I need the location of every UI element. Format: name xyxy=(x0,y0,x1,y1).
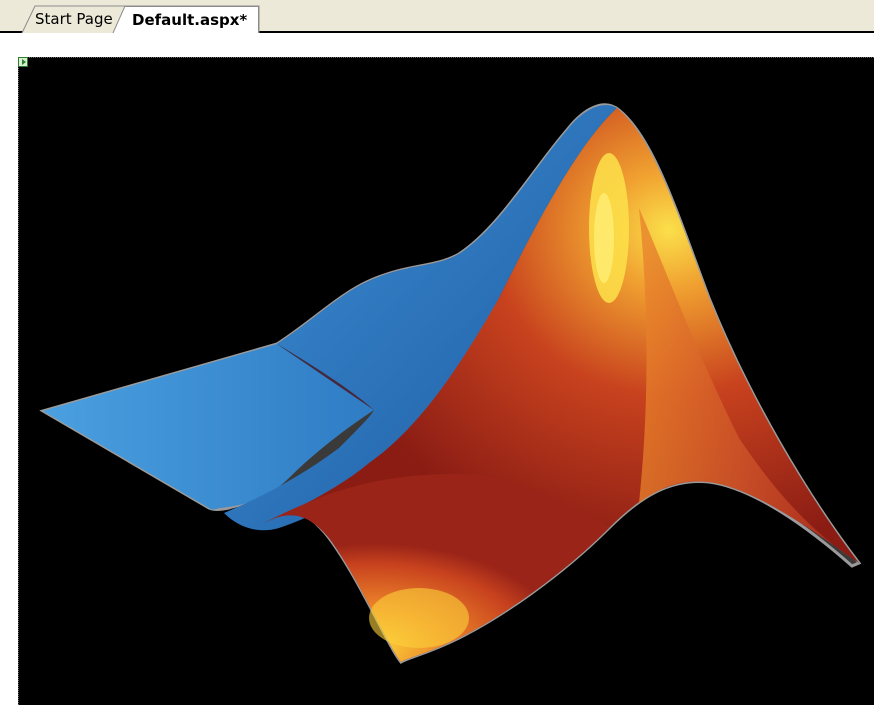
tab-label-default-aspx: Default.aspx* xyxy=(132,11,248,29)
design-surface[interactable] xyxy=(0,33,874,705)
logo-image[interactable] xyxy=(18,57,874,705)
caret-marker xyxy=(448,697,452,701)
tab-default-aspx[interactable]: Default.aspx* xyxy=(113,6,259,33)
tab-label-start-page: Start Page xyxy=(35,10,113,28)
document-tab-strip: Start Page Default.aspx* xyxy=(0,0,874,33)
matlab-membrane-logo-icon xyxy=(39,103,862,664)
element-glyph-icon[interactable] xyxy=(18,57,28,67)
